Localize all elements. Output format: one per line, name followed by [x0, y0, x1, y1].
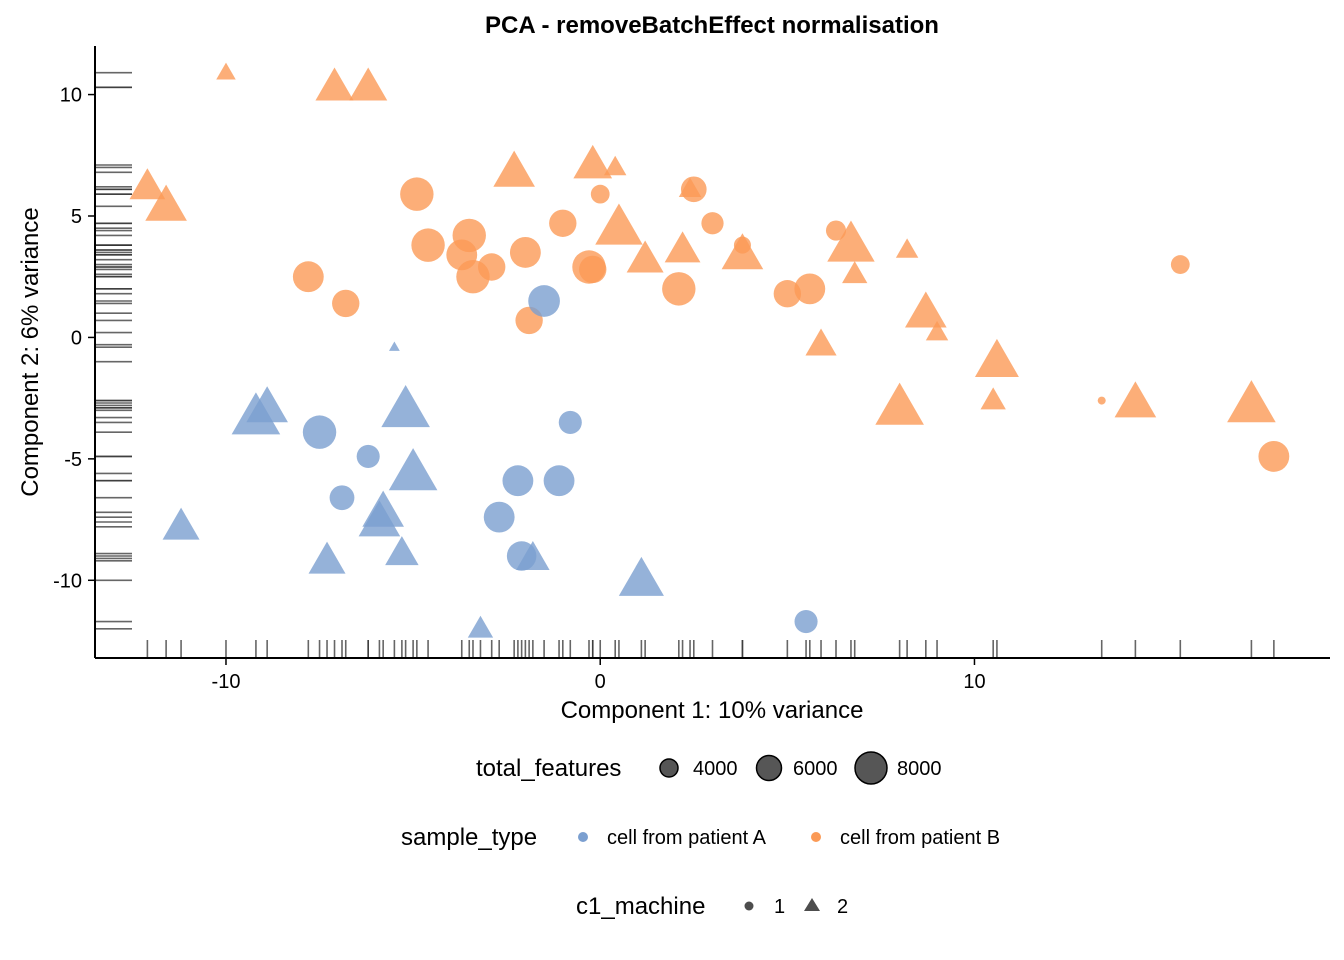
color-legend-label-patient-b: cell from patient B: [840, 827, 1000, 849]
y-tick-label: 0: [71, 327, 82, 349]
y-tick-label: 10: [60, 85, 82, 107]
point-patient-a: [356, 444, 380, 468]
point-patient-a: [388, 448, 438, 491]
point-patient-a: [516, 541, 550, 571]
point-patient-b: [980, 387, 1006, 410]
x-axis-ticks: -10 0 10: [212, 658, 986, 693]
point-patient-a: [388, 341, 400, 351]
color-legend-key-patient-b: [811, 832, 821, 842]
point-patient-a: [502, 465, 534, 497]
point-patient-b: [875, 382, 924, 425]
point-patient-b: [145, 184, 187, 221]
point-patient-b: [478, 253, 506, 281]
shape-legend-key-circle: [744, 901, 754, 911]
point-patient-b: [825, 220, 847, 241]
y-tick-label: -10: [53, 570, 82, 592]
point-patient-a: [358, 500, 401, 537]
point-patient-a: [528, 285, 560, 317]
point-patient-a: [308, 541, 346, 574]
shape-legend-label: 2: [837, 896, 848, 918]
point-patient-b: [827, 220, 875, 262]
color-legend-label-patient-a: cell from patient A: [607, 827, 767, 849]
x-tick-label: 0: [595, 671, 606, 693]
shape-legend-key-triangle: [804, 898, 820, 911]
point-patient-b: [626, 240, 664, 273]
size-legend-key-8000: [854, 751, 888, 785]
point-patient-b: [603, 155, 627, 176]
point-patient-b: [216, 62, 236, 80]
point-patient-b: [1097, 396, 1106, 405]
shape-legend-label: 1: [774, 896, 785, 918]
color-legend-key-patient-a: [578, 832, 588, 842]
size-legend-label: 8000: [897, 758, 942, 780]
point-patient-b: [400, 177, 434, 211]
point-patient-b: [842, 261, 868, 284]
point-patient-b: [925, 320, 949, 341]
color-legend-title: sample_type: [401, 824, 537, 851]
point-patient-b: [315, 67, 354, 101]
point-patient-b: [974, 338, 1019, 377]
x-tick-label: -10: [212, 671, 241, 693]
point-patient-a: [329, 485, 355, 511]
x-axis-title: Component 1: 10% variance: [561, 697, 864, 724]
point-patient-b: [895, 238, 919, 258]
point-patient-a: [483, 501, 515, 533]
point-patient-b: [1258, 441, 1290, 472]
point-patient-b: [129, 168, 166, 200]
point-patient-a: [558, 410, 582, 434]
point-patient-b: [493, 150, 535, 187]
point-patient-a: [381, 385, 430, 428]
x-tick-label: 10: [963, 671, 985, 693]
point-patient-b: [573, 144, 613, 179]
size-legend-key-6000: [755, 754, 783, 782]
point-patient-a: [794, 610, 818, 634]
point-patient-b: [701, 212, 724, 235]
point-patient-b: [678, 177, 702, 198]
point-patient-b: [590, 184, 610, 204]
y-tick-label: 5: [71, 206, 82, 228]
y-rug: [95, 71, 132, 630]
point-patient-b: [662, 272, 696, 306]
size-legend-label: 6000: [793, 758, 838, 780]
point-patient-b: [509, 237, 541, 268]
y-axis-ticks: -10 -5 0 5 10: [53, 85, 95, 592]
point-patient-b: [1114, 381, 1157, 418]
point-patient-b: [579, 255, 607, 284]
size-legend-title: total_features: [476, 755, 621, 782]
size-legend-key-4000: [659, 758, 679, 778]
point-patient-a: [246, 386, 288, 423]
point-patient-b: [664, 231, 701, 263]
y-axis-title: Component 2: 6% variance: [17, 207, 44, 497]
color-legend: sample_type cell from patient A cell fro…: [401, 824, 1000, 851]
point-patient-b: [411, 228, 445, 262]
point-patient-b: [349, 67, 388, 101]
point-patient-b: [595, 203, 643, 245]
point-patient-b: [905, 291, 947, 328]
point-patient-a: [385, 536, 419, 566]
point-patient-a: [543, 465, 575, 497]
shape-legend-title: c1_machine: [576, 893, 705, 920]
point-patient-b: [794, 273, 826, 305]
x-rug: [146, 640, 1275, 658]
point-patient-a: [618, 556, 664, 596]
point-patient-a: [162, 507, 200, 540]
y-tick-label: -5: [64, 449, 82, 471]
size-legend-label: 4000: [693, 758, 738, 780]
point-patient-b: [1227, 380, 1276, 423]
point-patient-b: [549, 209, 577, 237]
point-patient-a: [467, 615, 494, 638]
size-legend: total_features 4000 6000 8000: [476, 751, 942, 785]
point-patient-b: [332, 289, 360, 318]
point-patient-a: [302, 415, 337, 449]
chart-title: PCA - removeBatchEffect normalisation: [485, 12, 939, 39]
point-patient-b: [1170, 255, 1190, 274]
point-patient-b: [292, 261, 324, 293]
point-patient-b: [805, 328, 837, 356]
data-points: [129, 62, 1290, 638]
point-patient-b: [721, 233, 764, 270]
point-patient-b: [773, 280, 802, 308]
shape-legend: c1_machine 1 2: [576, 893, 848, 920]
